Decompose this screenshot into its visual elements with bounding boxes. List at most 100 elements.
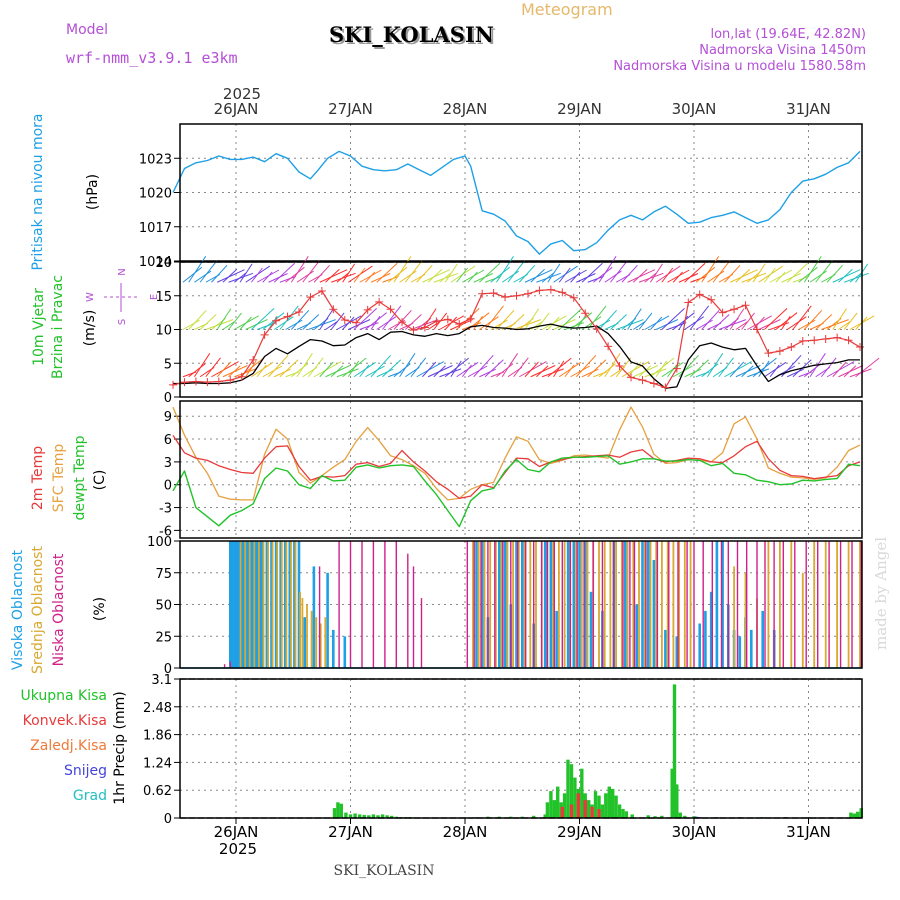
wind-barb xyxy=(382,305,402,330)
wind-barb xyxy=(399,353,416,378)
wind-barb xyxy=(251,267,263,283)
wind-barb xyxy=(290,256,309,283)
bottom-day-label: 30JAN xyxy=(672,823,717,841)
cloud-high-bar xyxy=(249,541,253,668)
temp-frame xyxy=(179,400,863,539)
cloud-mid-bar xyxy=(315,617,318,668)
wind-compass: N E W S xyxy=(85,268,160,325)
wind-barb xyxy=(273,316,294,330)
wind-barb xyxy=(410,357,427,378)
wind-barb xyxy=(587,359,607,378)
wind-barb xyxy=(627,308,642,330)
precip-total-bar xyxy=(859,808,863,818)
cloud-high-bar xyxy=(235,541,239,668)
wind-gust-marker xyxy=(741,301,750,310)
altitude-label: Nadmorska Visina 1450m xyxy=(699,43,866,58)
wind-barb xyxy=(182,266,203,283)
wind-barb xyxy=(461,364,472,378)
wind-barb xyxy=(279,275,297,283)
wind-barb xyxy=(382,359,402,378)
cloud-low-bar xyxy=(546,541,549,668)
wind-gust-marker xyxy=(214,377,223,386)
temp-ytick-label: 9 xyxy=(164,410,172,425)
cloud-low-bar xyxy=(338,541,340,668)
cloud-high-bar xyxy=(480,541,484,668)
wind-ylabel-2: Brzina i Pravac xyxy=(50,275,66,379)
wind-barb xyxy=(570,271,581,283)
precip-ytick-label: 3.1 xyxy=(151,673,172,688)
cloud-mid-bar xyxy=(276,541,279,668)
cloud-high-bar xyxy=(664,629,667,668)
cloud-low-bar xyxy=(656,541,659,668)
cloud-high-bar xyxy=(521,541,524,668)
cloud-low-bar xyxy=(372,541,375,668)
wind-barb xyxy=(479,262,501,283)
cloud-low-bar xyxy=(473,541,475,668)
wind-barb xyxy=(387,266,408,283)
precip-convective-bar xyxy=(569,804,574,818)
wind-barb xyxy=(604,353,621,378)
cloud-mid-bar xyxy=(258,541,260,668)
wind-gust-marker xyxy=(638,376,647,385)
precip-total-bar xyxy=(562,793,567,818)
model-altitude-label: Nadmorska Visina u modelu 1580.58m xyxy=(613,59,866,74)
wind-barb xyxy=(245,360,257,378)
wind-barb xyxy=(365,312,387,330)
wind-barb xyxy=(228,365,241,378)
cloud-mid-bar xyxy=(239,541,242,668)
cloud-high-bar xyxy=(475,541,478,668)
wind-barb xyxy=(216,308,232,330)
cloud-high-bar xyxy=(343,636,347,669)
wind-barb xyxy=(706,353,724,378)
cloud-low-bar xyxy=(494,541,496,668)
wind-gust-marker xyxy=(317,287,326,296)
wind-unit: (m/s) xyxy=(82,310,98,347)
wind-barb xyxy=(182,319,200,330)
cloud-ytick-label: 50 xyxy=(155,599,172,614)
wind-gust-marker xyxy=(661,383,670,392)
wind-barb xyxy=(570,312,593,330)
cloud-mid-bar xyxy=(824,541,827,668)
wind-barb xyxy=(564,364,575,378)
cloud-low-bar xyxy=(817,541,819,668)
wind-barb xyxy=(627,269,656,283)
temp-sfc-line xyxy=(172,406,861,501)
cloud-mid-bar xyxy=(744,572,747,669)
wind-gust-marker xyxy=(249,355,258,364)
wind-barb xyxy=(404,260,423,283)
cloud-panel: 0 25 50 75 100 xyxy=(147,535,863,677)
wind-barb xyxy=(650,316,663,330)
bottom-day-label: 31JAN xyxy=(786,823,831,841)
wind-frame xyxy=(179,261,863,398)
model-label: Model xyxy=(66,22,108,38)
cloud-ytick-label: 75 xyxy=(155,567,172,582)
wind-panel: 0 5 10 15 20 xyxy=(155,256,880,406)
wind-barb xyxy=(325,321,338,330)
cloud-low-bar xyxy=(633,541,636,668)
wind-barb xyxy=(194,270,212,283)
cloud-mid-bar xyxy=(609,541,612,668)
precip-total-bar xyxy=(660,815,664,818)
wind-barb xyxy=(524,308,540,330)
cloud-mid-bar xyxy=(859,541,861,668)
cloud-low-bar xyxy=(736,541,739,668)
precip-convective-bar xyxy=(576,793,581,818)
wind-gust-marker xyxy=(375,297,384,306)
temp-unit: (C) xyxy=(92,470,108,491)
wind-barb xyxy=(353,308,378,330)
wind-barb xyxy=(746,272,760,283)
temp-2m-line xyxy=(172,434,861,500)
cloud-mid-bar xyxy=(733,566,735,668)
cloud-high-bar xyxy=(715,541,719,668)
cloud-low-bar xyxy=(533,541,535,668)
temp-dewpt-line xyxy=(172,455,861,528)
cloud-mid-bar xyxy=(301,598,304,668)
cloud-mid-bar xyxy=(248,541,251,668)
wind-gust-marker xyxy=(386,305,395,314)
wind-barb xyxy=(689,359,709,378)
cloud-mid-bar xyxy=(847,541,850,668)
cloud-mid-bar xyxy=(552,541,555,668)
precip-total-bar xyxy=(552,800,556,818)
wind-barb xyxy=(838,268,853,283)
